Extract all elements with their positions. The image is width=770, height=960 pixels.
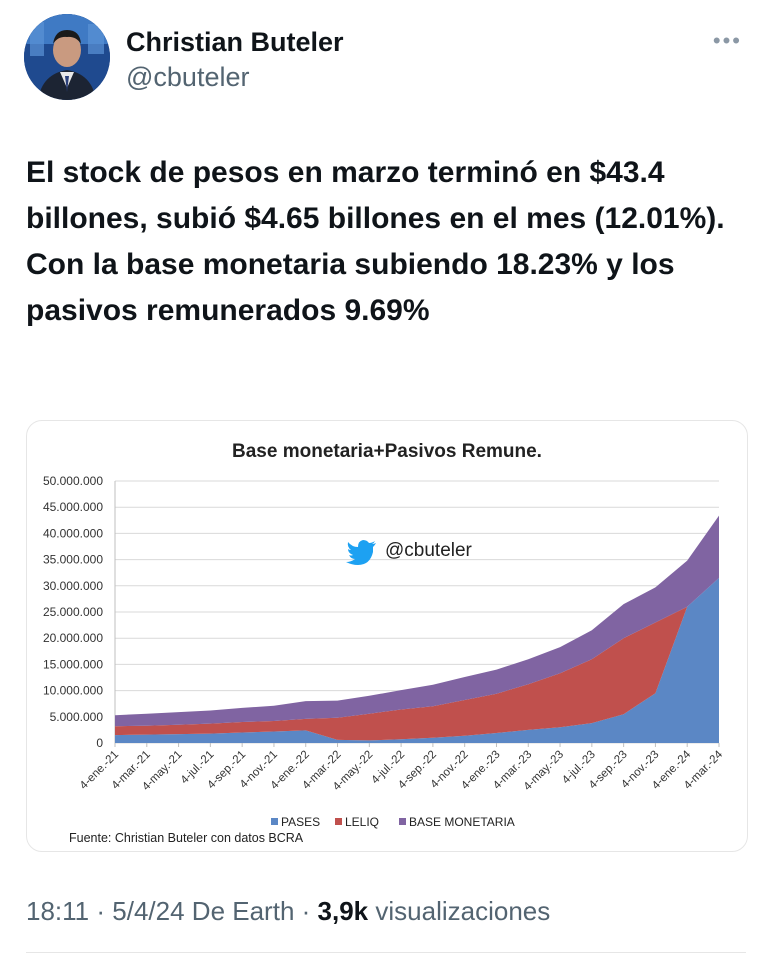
y-tick-label: 35.000.000	[43, 553, 103, 567]
watermark: @cbuteler	[346, 540, 473, 565]
tweet-text-line: Con la base monetaria subiendo 18.23% y …	[26, 248, 675, 327]
tweet-source: De Earth	[191, 896, 295, 926]
views-count: 3,9k	[317, 896, 369, 926]
legend-label: BASE MONETARIA	[409, 815, 515, 829]
area-series-leliq	[115, 577, 719, 741]
tweet-media-chart[interactable]: Base monetaria+Pasivos Remune. 0 5.000.00…	[26, 420, 748, 852]
y-tick-label: 20.000.000	[43, 631, 103, 645]
source-note: Fuente: Christian Buteler con datos BCRA	[69, 831, 304, 845]
author-name[interactable]: Christian Buteler	[126, 27, 344, 57]
views-label: visualizaciones	[375, 896, 551, 926]
legend-swatch	[399, 818, 406, 825]
legend-label: LELIQ	[345, 815, 379, 829]
area-series-pases	[115, 577, 719, 743]
chart-title: Base monetaria+Pasivos Remune.	[232, 441, 542, 462]
y-tick-label: 0	[96, 736, 103, 750]
meta-separator: ·	[301, 896, 318, 926]
tweet-text-line: El stock de pesos en marzo terminó en $4…	[26, 156, 725, 235]
y-tick-label: 10.000.000	[43, 684, 103, 698]
tweet-date[interactable]: 5/4/24	[112, 896, 185, 926]
legend-label: PASES	[281, 815, 320, 829]
watermark-text: @cbuteler	[385, 540, 473, 561]
y-tick-label: 5.000.000	[50, 710, 104, 724]
y-tick-label: 40.000.000	[43, 526, 103, 540]
author-handle[interactable]: @cbuteler	[126, 62, 250, 92]
tweet-meta: 18:11 · 5/4/24 De Earth · 3,9k visualiza…	[26, 896, 550, 927]
y-tick-label: 15.000.000	[43, 657, 103, 671]
tweet-header: Christian Buteler @cbuteler •••	[24, 14, 746, 104]
author-block: Christian Buteler @cbuteler	[126, 26, 344, 94]
avatar-image	[24, 14, 110, 100]
meta-separator: ·	[96, 896, 113, 926]
y-tick-label: 30.000.000	[43, 579, 103, 593]
y-tick-label: 50.000.000	[43, 474, 103, 488]
legend-swatch	[271, 818, 278, 825]
avatar[interactable]	[24, 14, 110, 100]
bird-icon	[346, 540, 376, 565]
legend-swatch	[335, 818, 342, 825]
y-tick-label: 25.000.000	[43, 605, 103, 619]
y-tick-label: 45.000.000	[43, 500, 103, 514]
divider	[26, 952, 746, 953]
more-horizontal-icon[interactable]: •••	[712, 28, 742, 53]
chart-legend: PASES LELIQ BASE MONETARIA	[271, 815, 515, 829]
area-chart: Base monetaria+Pasivos Remune. 0 5.000.00…	[43, 441, 726, 845]
tweet-time[interactable]: 18:11	[26, 896, 90, 926]
tweet-text: El stock de pesos en marzo terminó en $4…	[26, 150, 746, 334]
